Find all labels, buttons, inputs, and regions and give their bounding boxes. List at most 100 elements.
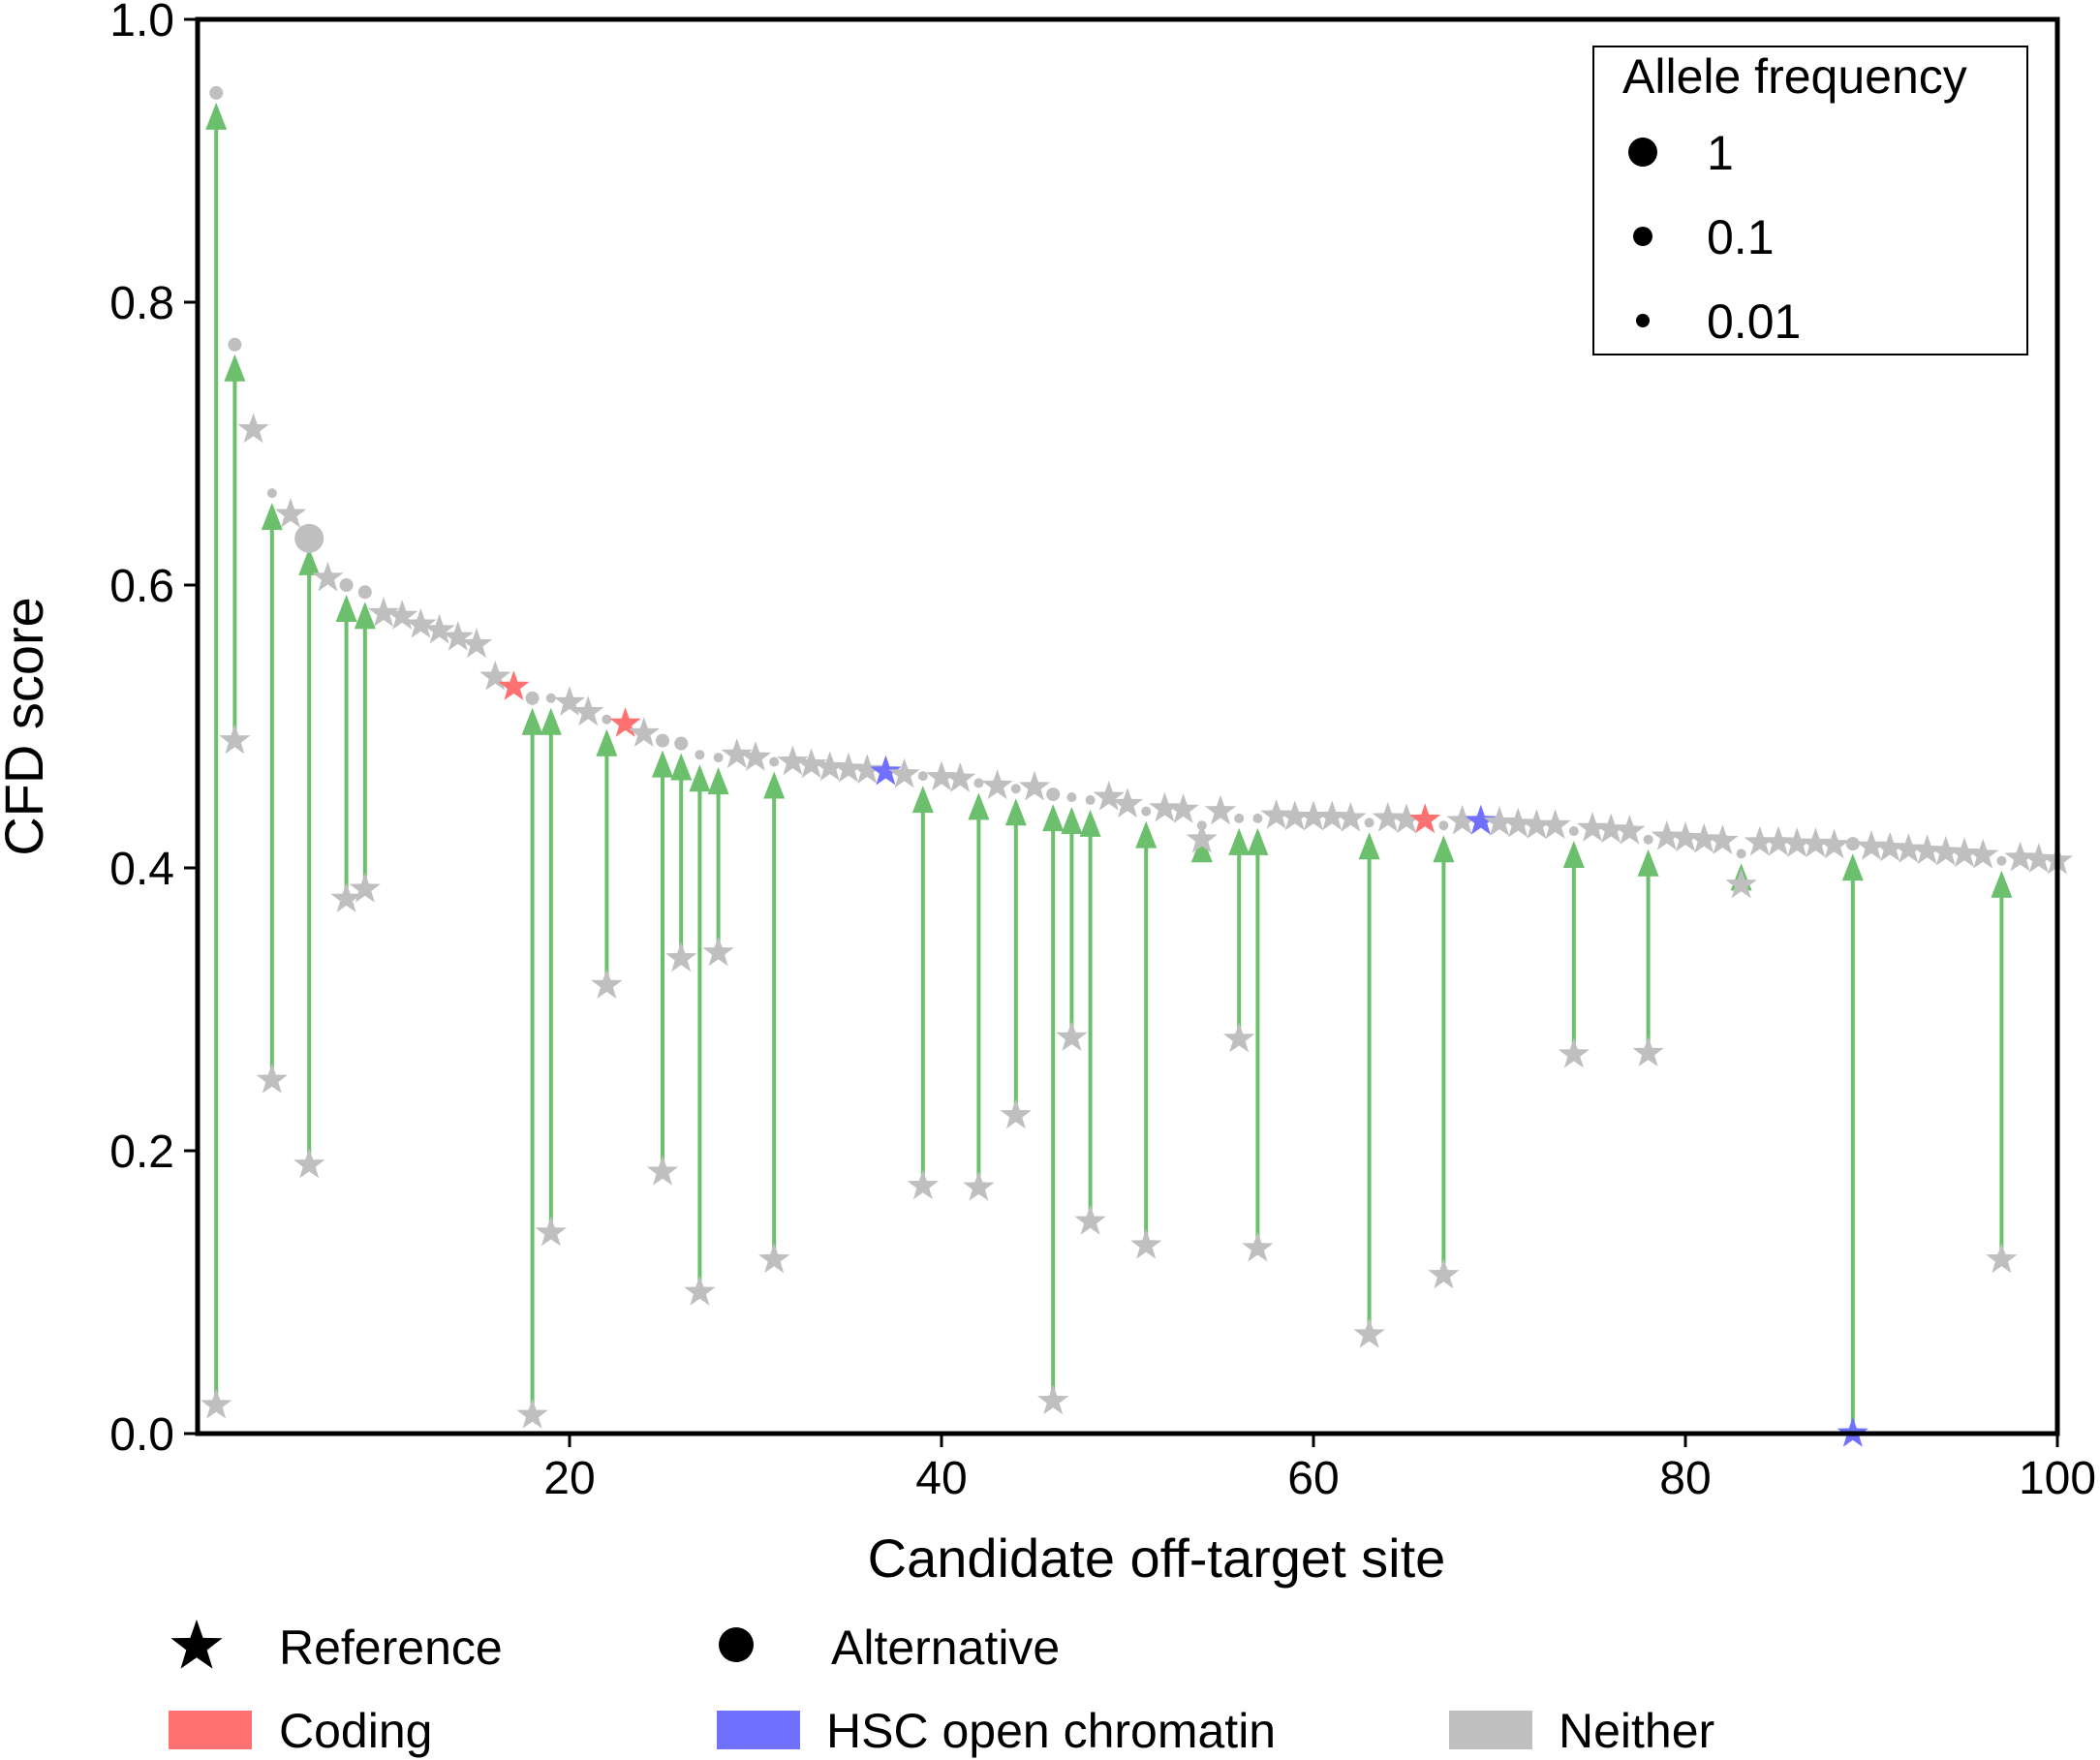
alternative-point-22 bbox=[602, 714, 612, 725]
alternative-point-89 bbox=[1845, 837, 1860, 851]
reference-star-35 bbox=[832, 752, 865, 783]
alternative-point-83 bbox=[1736, 849, 1746, 859]
alternative-point-46 bbox=[1046, 787, 1061, 802]
y-tick-label-3: 0.6 bbox=[109, 561, 174, 612]
reference-star-48 bbox=[1074, 1205, 1106, 1235]
arrow-site-9 bbox=[354, 602, 376, 889]
reference-star-27 bbox=[684, 1276, 716, 1306]
reference-star-82 bbox=[1707, 824, 1739, 854]
reference-star-69 bbox=[1465, 804, 1497, 835]
reference-star-21 bbox=[572, 695, 604, 726]
reference-star-98 bbox=[2004, 841, 2036, 872]
reference-star-57 bbox=[1242, 1231, 1274, 1262]
reference-star-96 bbox=[1967, 838, 1999, 869]
alternative-point-8 bbox=[339, 578, 354, 592]
alternative-point-25 bbox=[656, 733, 669, 748]
reference-star-9 bbox=[349, 872, 381, 903]
alternative-points-layer bbox=[209, 85, 2007, 866]
alternative-point-6 bbox=[294, 523, 324, 553]
allele-frequency-legend: Allele frequency 1 0.1 0.01 bbox=[1592, 46, 2028, 355]
reference-star-65 bbox=[1390, 803, 1423, 834]
size-legend-label-1: 0.1 bbox=[1707, 210, 1775, 264]
reference-star-8 bbox=[330, 882, 362, 912]
reference-star-11 bbox=[386, 600, 418, 630]
reference-star-42 bbox=[963, 1171, 995, 1201]
reference-star-51 bbox=[1130, 1228, 1162, 1259]
x-tick-label-60: 60 bbox=[1287, 1453, 1339, 1504]
reference-star-52 bbox=[1149, 791, 1181, 822]
reference-star-30 bbox=[739, 741, 772, 771]
legend-category-label-1: HSC open chromatin bbox=[826, 1704, 1276, 1758]
alternative-point-39 bbox=[917, 771, 928, 782]
x-tick-label-80: 80 bbox=[1659, 1453, 1711, 1504]
reference-star-40 bbox=[925, 760, 958, 791]
arrow-site-27 bbox=[689, 764, 711, 1292]
arrow-site-22 bbox=[596, 728, 618, 986]
reference-star-61 bbox=[1316, 800, 1348, 831]
legend-swatch-1 bbox=[717, 1711, 800, 1749]
reference-star-6 bbox=[293, 1148, 325, 1179]
arrow-site-56 bbox=[1228, 827, 1251, 1039]
reference-star-79 bbox=[1651, 819, 1683, 850]
reference-star-71 bbox=[1502, 807, 1534, 838]
reference-star-25 bbox=[646, 1155, 679, 1186]
legend-label-star: Reference bbox=[279, 1621, 503, 1675]
alternative-point-28 bbox=[713, 753, 724, 763]
reference-star-94 bbox=[1930, 835, 1961, 866]
reference-star-32 bbox=[777, 745, 809, 776]
arrow-site-74 bbox=[1562, 841, 1585, 1055]
y-tick-label-1: 0.2 bbox=[109, 1127, 174, 1178]
reference-star-84 bbox=[1744, 825, 1776, 856]
reference-star-24 bbox=[628, 717, 660, 748]
reference-star-31 bbox=[758, 1243, 790, 1274]
legend-swatch-0 bbox=[169, 1711, 252, 1749]
reference-star-47 bbox=[1056, 1021, 1088, 1051]
arrow-site-1 bbox=[205, 102, 228, 1405]
alternative-point-19 bbox=[545, 693, 556, 703]
reference-star-67 bbox=[1428, 1258, 1460, 1289]
x-tick-label-20: 20 bbox=[543, 1453, 595, 1504]
reference-star-74 bbox=[1558, 1037, 1590, 1068]
arrow-site-51 bbox=[1135, 820, 1158, 1246]
reference-star-13 bbox=[423, 613, 455, 644]
reference-star-93 bbox=[1911, 834, 1943, 865]
reference-star-29 bbox=[721, 738, 753, 768]
reference-star-45 bbox=[1018, 770, 1051, 801]
size-legend-marker-1 bbox=[1633, 227, 1652, 246]
reference-star-58 bbox=[1260, 799, 1292, 829]
alternative-point-74 bbox=[1568, 826, 1579, 837]
reference-star-20 bbox=[553, 686, 586, 716]
legend-swatch-2 bbox=[1449, 1711, 1532, 1749]
arrow-site-97 bbox=[1991, 870, 2013, 1260]
reference-star-66 bbox=[1409, 803, 1441, 834]
reference-star-4 bbox=[256, 1064, 288, 1094]
reference-star-64 bbox=[1372, 801, 1404, 832]
arrow-site-67 bbox=[1433, 835, 1455, 1276]
arrow-site-18 bbox=[521, 707, 543, 1416]
arrow-site-6 bbox=[298, 547, 321, 1165]
alternative-point-26 bbox=[674, 736, 689, 751]
reference-star-17 bbox=[498, 670, 530, 700]
reference-star-37 bbox=[870, 755, 902, 786]
reference-star-3 bbox=[237, 413, 269, 444]
y-tick-label-2: 0.4 bbox=[109, 844, 174, 895]
reference-star-56 bbox=[1223, 1022, 1255, 1053]
x-tick-label-40: 40 bbox=[915, 1453, 967, 1504]
reference-stars-layer bbox=[201, 413, 2074, 1447]
y-tick-label-5: 1.0 bbox=[109, 0, 174, 46]
reference-star-44 bbox=[1000, 1098, 1032, 1129]
size-legend-box bbox=[1592, 46, 2028, 355]
y-tick-label-4: 0.8 bbox=[109, 278, 174, 329]
x-axis-ticks: 20 40 60 80 100 bbox=[543, 1434, 2096, 1504]
reference-star-23 bbox=[609, 707, 641, 737]
reference-star-14 bbox=[442, 621, 474, 651]
y-axis-title: CFD score bbox=[0, 597, 54, 856]
arrow-site-2 bbox=[224, 354, 246, 741]
arrow-site-8 bbox=[335, 595, 357, 900]
reference-star-22 bbox=[591, 969, 623, 999]
alternative-point-51 bbox=[1141, 806, 1152, 817]
reference-star-55 bbox=[1204, 794, 1237, 825]
reference-star-15 bbox=[460, 628, 493, 659]
arrow-site-57 bbox=[1247, 827, 1269, 1249]
